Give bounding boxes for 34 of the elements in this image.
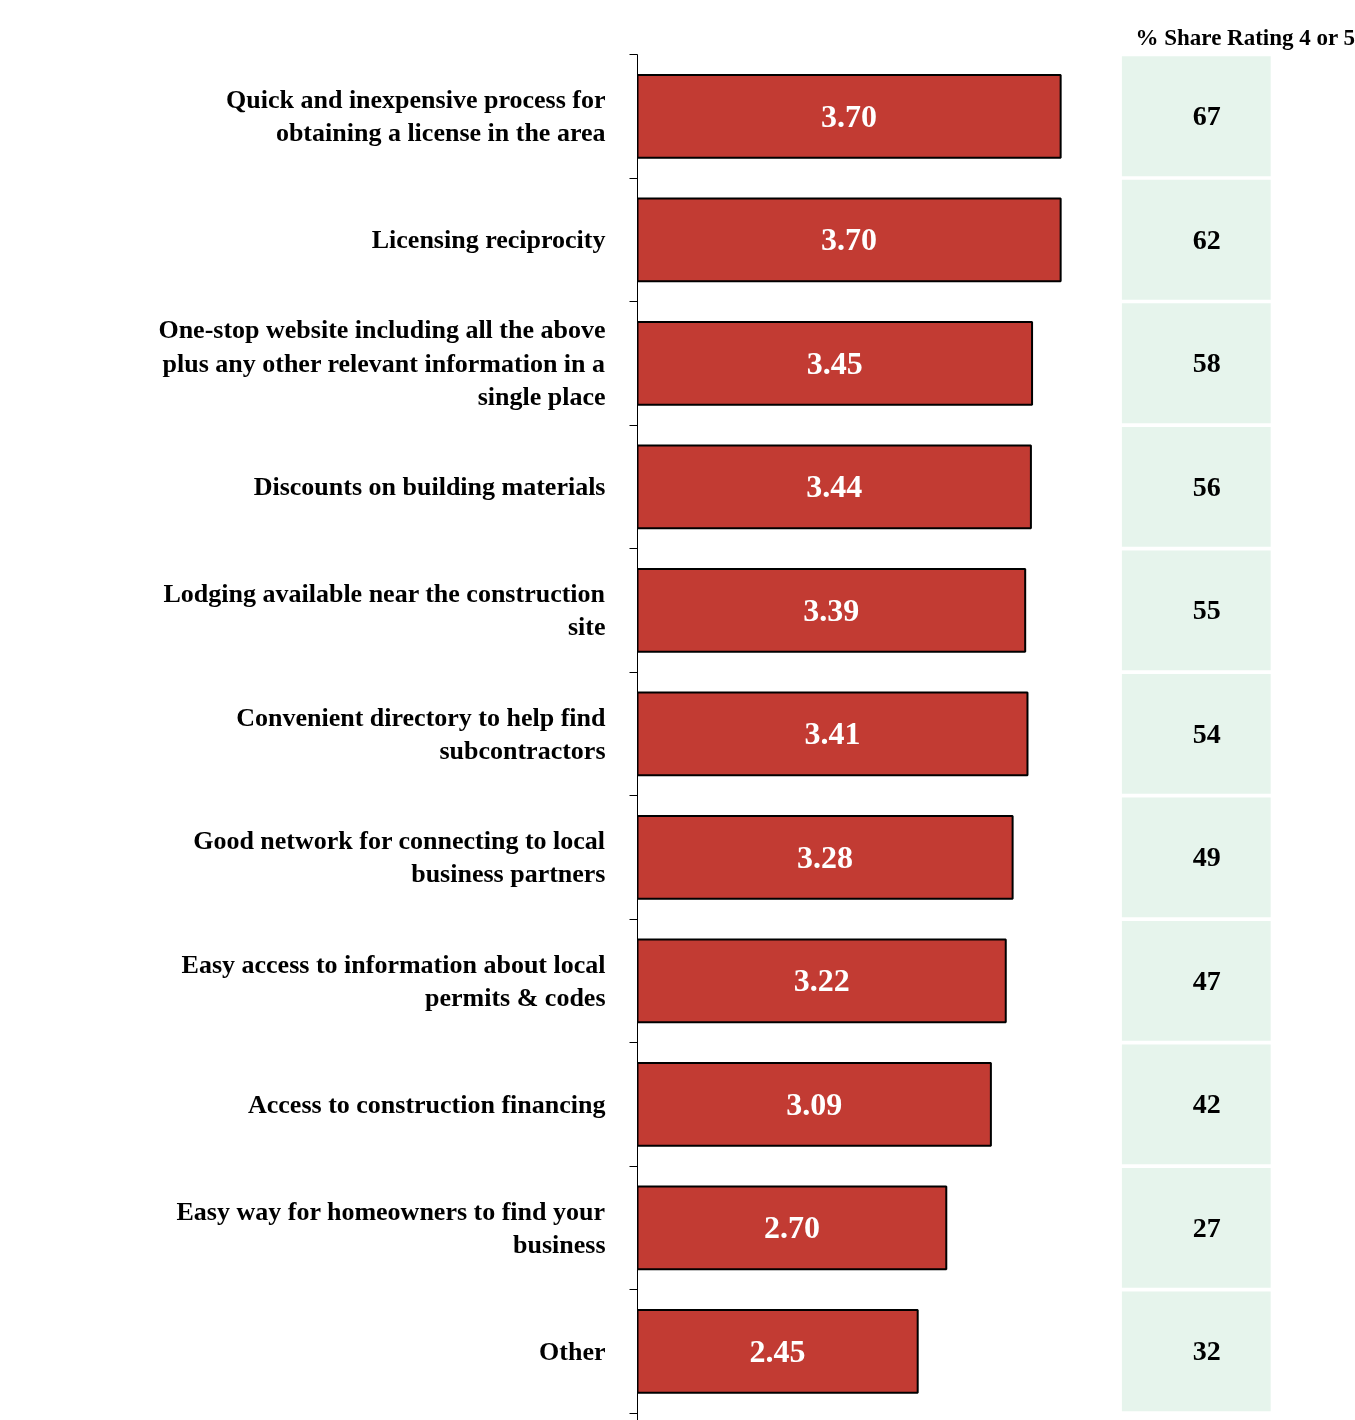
y-tick-label: Discounts on building materials bbox=[253, 472, 606, 502]
data-label: 3.70 bbox=[821, 97, 878, 134]
data-label: 2.45 bbox=[749, 1332, 806, 1369]
y-tick-label: Easy access to information about local permits & codes bbox=[181, 949, 606, 1012]
data-label: 58 bbox=[1192, 347, 1221, 379]
y-tick-label: Easy way for homeowners to find your business bbox=[176, 1196, 606, 1259]
y-tick-label: One-stop website including all the above plus any other relevant information in a single place bbox=[158, 315, 606, 412]
data-label: 56 bbox=[1192, 470, 1221, 502]
data-label: 3.70 bbox=[821, 221, 878, 258]
data-label: 2.70 bbox=[763, 1209, 820, 1246]
data-label: 3.28 bbox=[797, 838, 854, 875]
data-label: 54 bbox=[1192, 717, 1221, 749]
data-label: 3.44 bbox=[806, 468, 863, 505]
y-tick-label: Convenient directory to help find subcontractors bbox=[236, 702, 607, 765]
data-label: 3.45 bbox=[806, 344, 863, 381]
data-label: 3.22 bbox=[793, 962, 850, 999]
y-tick-label: Lodging available near the construction site bbox=[163, 579, 606, 642]
data-label: 3.09 bbox=[786, 1085, 843, 1122]
data-label: 3.39 bbox=[803, 591, 860, 628]
text: % Share Rating 4 or 5 bbox=[1135, 24, 1355, 50]
data-label: 42 bbox=[1192, 1088, 1221, 1120]
data-label: 47 bbox=[1192, 964, 1221, 996]
data-label: 67 bbox=[1192, 100, 1221, 132]
data-label: 55 bbox=[1192, 594, 1221, 626]
y-tick-label: Other bbox=[539, 1336, 606, 1366]
data-label: 32 bbox=[1192, 1335, 1221, 1367]
data-label: 62 bbox=[1192, 223, 1221, 255]
y-tick-label: Licensing reciprocity bbox=[371, 225, 606, 255]
data-label: 27 bbox=[1192, 1211, 1221, 1243]
data-label: 3.41 bbox=[804, 715, 861, 752]
y-tick-label: Good network for connecting to local business partners bbox=[193, 826, 606, 889]
y-tick-label: Quick and inexpensive process for obtaining a license in the area bbox=[226, 85, 606, 148]
data-label: 49 bbox=[1192, 841, 1221, 873]
y-tick-label: Access to construction financing bbox=[248, 1089, 606, 1119]
